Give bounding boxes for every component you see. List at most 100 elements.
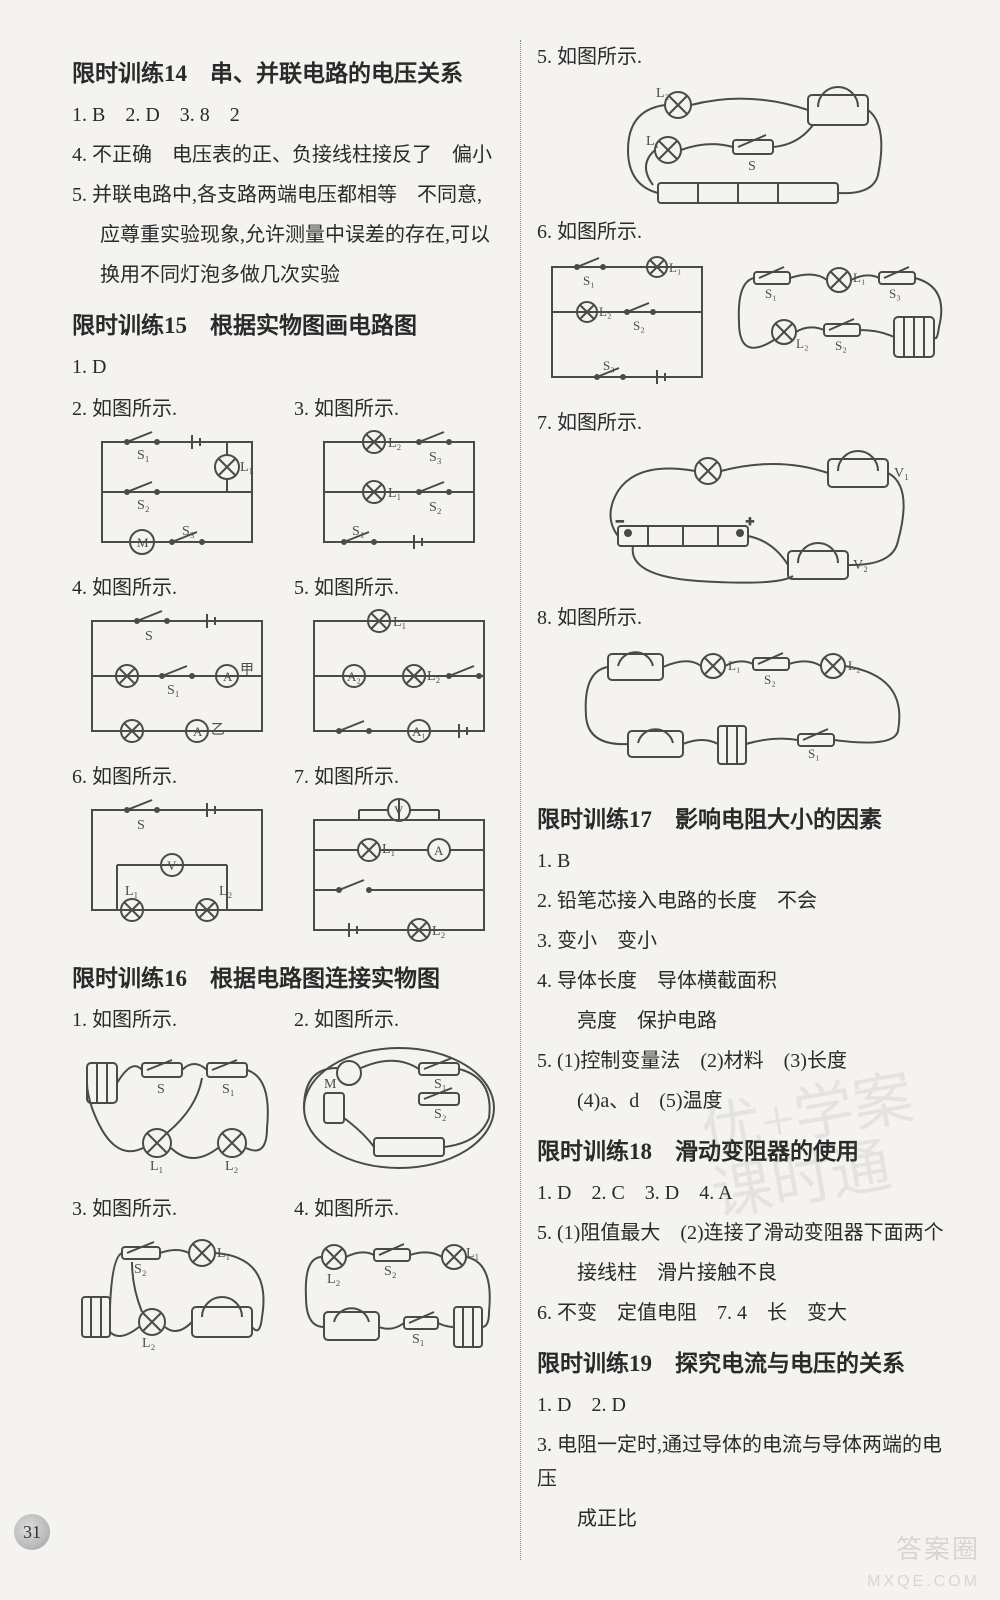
svg-text:L₂: L₂ (327, 1272, 341, 1287)
s15-fig5: 5. 如图所示. (294, 571, 504, 746)
circuit-diagram-r6a: S₁ L₁ L₂ S₂ S₃ (537, 252, 717, 392)
svg-text:S: S (157, 1082, 165, 1097)
wiring-diagram-r6b: S₁ L₁ S₃ L₂ S₂ (729, 252, 959, 392)
s18-a5: 5. (1)阻值最大 (2)连接了滑动变阻器下面两个 (537, 1216, 959, 1250)
svg-text:S₃: S₃ (603, 358, 615, 373)
svg-text:V₂: V₂ (853, 558, 868, 573)
s17-a1: 1. B (537, 844, 959, 878)
s14-a5b: 应尊重实验现象,允许测量中误差的存在,可以 (72, 218, 504, 252)
s17-a2: 2. 铅笔芯接入电路的长度 不会 (537, 884, 959, 918)
svg-text:S₁: S₁ (808, 746, 820, 761)
s16-fig2-label: 2. 如图所示. (294, 1003, 504, 1032)
section-14-title: 限时训练14 串、并联电路的电压关系 (72, 54, 504, 88)
svg-text:L₁: L₁ (466, 1246, 479, 1261)
svg-text:S₁: S₁ (412, 1332, 425, 1347)
s18-a1: 1. D 2. C 3. D 4. A (537, 1176, 959, 1210)
svg-text:S₁: S₁ (167, 683, 180, 698)
r-fig6-label: 6. 如图所示. (537, 215, 959, 244)
svg-text:S₂: S₂ (434, 1107, 447, 1122)
svg-text:M: M (324, 1077, 337, 1092)
wiring-diagram-16-1: S S₁ L₁ L₂ (72, 1038, 282, 1178)
svg-text:L₁: L₁ (240, 460, 253, 475)
s16-fig3: 3. 如图所示. (72, 1192, 282, 1367)
s15-row-4-5: 4. 如图所示. (72, 571, 504, 746)
svg-text:S₁: S₁ (352, 524, 365, 539)
r-fig8-label: 8. 如图所示. (537, 601, 959, 630)
svg-text:L₁: L₁ (669, 260, 681, 275)
svg-text:−: − (616, 515, 624, 530)
svg-text:L₂: L₂ (142, 1336, 156, 1351)
s15-fig6-label: 6. 如图所示. (72, 760, 282, 789)
circuit-diagram-15-3: L₂ L₁ S₃ S₂ S₁ (294, 427, 504, 557)
s15-fig6: 6. 如图所示. S V (72, 760, 282, 925)
page-columns: 限时训练14 串、并联电路的电压关系 1. B 2. D 3. 8 2 4. 不… (60, 40, 960, 1560)
section-16-title: 限时训练16 根据电路图连接实物图 (72, 959, 504, 993)
wiring-diagram-r7: − + V₁ V₂ (537, 441, 959, 601)
s15-fig2: 2. 如图所示. (72, 392, 282, 557)
svg-text:S₂: S₂ (835, 338, 847, 353)
svg-text:S₂: S₂ (429, 500, 442, 515)
section-19-title: 限时训练19 探究电流与电压的关系 (537, 1344, 959, 1378)
svg-text:L₁: L₁ (393, 615, 406, 630)
svg-text:L₂: L₂ (796, 336, 808, 351)
page-number: 31 (14, 1514, 50, 1550)
s16-row-3-4: 3. 如图所示. (72, 1192, 504, 1367)
svg-text:S₁: S₁ (222, 1082, 235, 1097)
column-divider (520, 40, 521, 1560)
svg-text:A: A (193, 724, 203, 739)
s17-a3: 3. 变小 变小 (537, 924, 959, 958)
circuit-diagram-15-5: L₁ A₂ L₂ A₁ (294, 606, 504, 746)
s15-row-2-3: 2. 如图所示. (72, 392, 504, 557)
s15-fig3-label: 3. 如图所示. (294, 392, 504, 421)
s16-fig4: 4. 如图所示. (294, 1192, 504, 1367)
wiring-diagram-16-2: M S₁ S₂ (294, 1038, 504, 1178)
svg-text:甲: 甲 (240, 663, 254, 678)
section-17-title: 限时训练17 影响电阻大小的因素 (537, 800, 959, 834)
r-fig5-label: 5. 如图所示. (537, 40, 959, 69)
svg-text:S₃: S₃ (889, 286, 901, 301)
s16-fig2: 2. 如图所示. (294, 1003, 504, 1178)
s19-a1: 1. D 2. D (537, 1388, 959, 1422)
svg-text:L₁: L₁ (150, 1159, 163, 1174)
circuit-diagram-15-7: V L₁ A L₂ (294, 795, 504, 945)
svg-text:L₁: L₁ (728, 658, 740, 673)
svg-text:乙: 乙 (211, 722, 225, 738)
s15-fig7: 7. 如图所示. (294, 760, 504, 945)
watermark-corner: 答案圈 MXQE.COM (867, 1535, 980, 1592)
svg-text:S₃: S₃ (182, 524, 195, 539)
s15-fig7-label: 7. 如图所示. (294, 760, 504, 789)
svg-text:S₁: S₁ (583, 273, 595, 288)
wm-main: 答案圈 (896, 1534, 980, 1564)
svg-text:L₂: L₂ (599, 304, 611, 319)
wm-sub: MXQE.COM (867, 1573, 980, 1590)
svg-text:M: M (137, 535, 149, 550)
svg-text:S₃: S₃ (429, 450, 442, 465)
s19-a3: 3. 电阻一定时,通过导体的电流与导体两端的电压 (537, 1428, 959, 1496)
svg-text:+: + (746, 515, 754, 530)
svg-text:A₂: A₂ (347, 669, 361, 684)
s14-a4: 4. 不正确 电压表的正、负接线柱接反了 偏小 (72, 138, 504, 172)
s14-a5: 5. 并联电路中,各支路两端电压都相等 不同意, (72, 178, 504, 212)
svg-text:L₁: L₁ (388, 486, 401, 501)
svg-text:L₂: L₂ (219, 884, 233, 899)
s16-row-1-2: 1. 如图所示. (72, 1003, 504, 1178)
svg-text:L₂: L₂ (848, 658, 860, 673)
s14-a5c: 换用不同灯泡多做几次实验 (72, 258, 504, 292)
s15-fig4: 4. 如图所示. (72, 571, 282, 746)
s15-fig2-label: 2. 如图所示. (72, 392, 282, 421)
s14-a1: 1. B 2. D 3. 8 2 (72, 98, 504, 132)
s15-a1: 1. D (72, 350, 504, 384)
s18-a5b: 接线柱 滑片接触不良 (537, 1256, 959, 1290)
svg-text:L₂: L₂ (432, 924, 446, 939)
svg-text:L₂: L₂ (225, 1159, 239, 1174)
svg-text:L₂: L₂ (427, 669, 441, 684)
s17-a4b: 亮度 保护电路 (537, 1004, 959, 1038)
wiring-diagram-16-4: L₂ S₂ L₁ S₁ (294, 1227, 504, 1367)
s15-row-6-7: 6. 如图所示. S V (72, 760, 504, 945)
svg-text:L₂: L₂ (656, 86, 670, 101)
svg-text:S: S (748, 159, 756, 174)
svg-text:L₁: L₁ (853, 270, 865, 285)
s19-a3b: 成正比 (537, 1502, 959, 1536)
s18-a6: 6. 不变 定值电阻 7. 4 长 变大 (537, 1296, 959, 1330)
wiring-diagram-16-3: S₂ L₁ L₂ (72, 1227, 282, 1367)
